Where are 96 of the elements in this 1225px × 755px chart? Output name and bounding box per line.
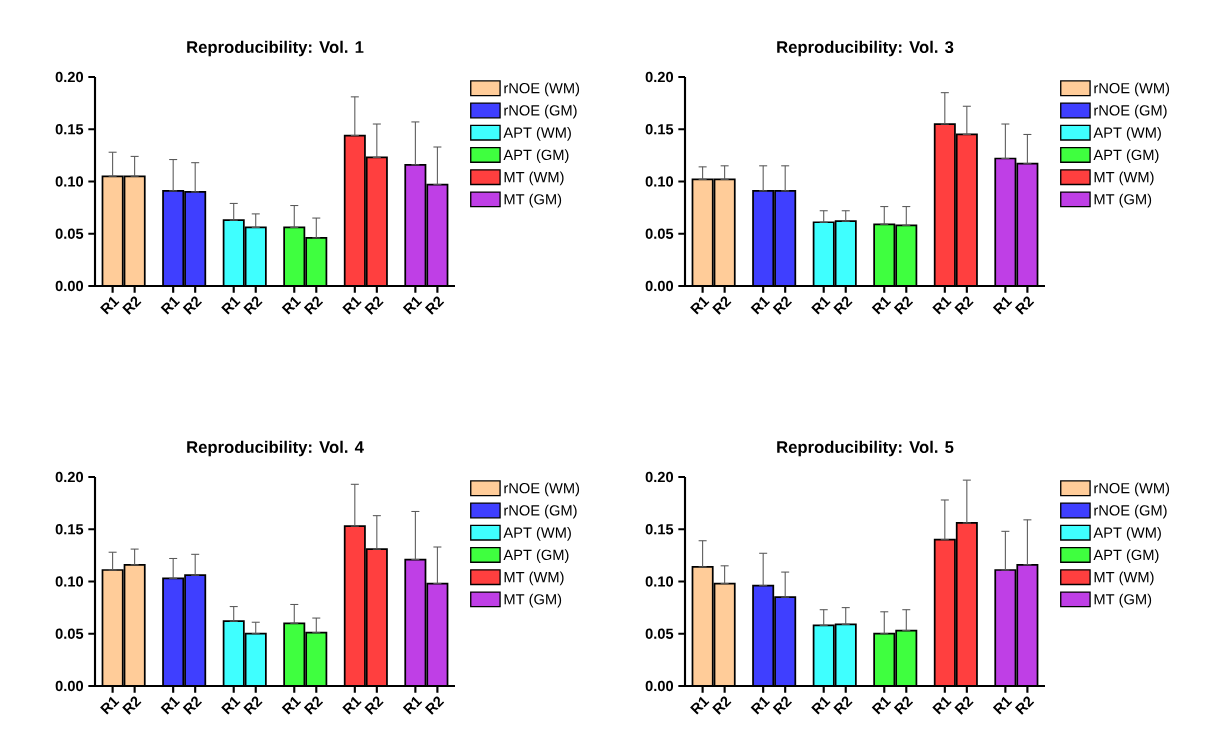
x-tick-label: R2 — [424, 696, 445, 715]
legend-label: APT (GM) — [1093, 149, 1159, 163]
x-tick-label: R2 — [303, 296, 324, 315]
x-tick-label: R2 — [182, 296, 203, 315]
y-tick-label: 0.15 — [55, 124, 84, 135]
x-tick-label: R2 — [122, 296, 142, 315]
y-tick-label: 0.05 — [645, 228, 674, 239]
y-tick-label: 0.10 — [55, 176, 84, 187]
legend-label: rNOE (GM) — [1094, 104, 1167, 119]
x-tick-label: R1 — [160, 696, 181, 715]
legend-label: rNOE (GM) — [1094, 504, 1167, 519]
y-tick-label: 0.15 — [645, 524, 674, 535]
x-tick-label: R2 — [954, 696, 974, 715]
legend-label: MT (GM) — [504, 593, 562, 608]
x-tick-label: R1 — [342, 696, 362, 715]
y-tick-label: 0.15 — [645, 124, 674, 135]
legend-label: APT (WM) — [503, 127, 571, 141]
x-tick-label: R1 — [690, 696, 710, 715]
legend-label: APT (GM) — [1093, 549, 1159, 563]
x-tick-label: R1 — [932, 296, 952, 315]
x-tick-label: R1 — [342, 296, 362, 315]
y-tick-label: 0.05 — [55, 228, 84, 239]
x-tick-label: R1 — [160, 296, 181, 315]
x-tick-label: R2 — [833, 296, 853, 315]
x-tick-label: R2 — [772, 296, 793, 315]
legend-label: APT (GM) — [503, 149, 569, 163]
y-tick-label: 0.10 — [645, 176, 674, 187]
x-tick-label: R2 — [833, 696, 853, 715]
y-tick-label: 0.20 — [55, 471, 84, 483]
x-tick-label: R2 — [893, 696, 914, 715]
legend-label: APT (WM) — [503, 527, 571, 541]
x-tick-label: R1 — [100, 296, 120, 315]
x-tick-label: R2 — [1014, 296, 1035, 315]
legend-label: MT (WM) — [504, 571, 564, 586]
legend-label: rNOE (GM) — [504, 504, 577, 519]
x-tick-label: R1 — [690, 296, 710, 315]
x-tick-label: R1 — [281, 696, 302, 715]
x-tick-label: R1 — [992, 296, 1013, 315]
x-tick-label: R2 — [243, 696, 263, 715]
x-tick-label: R2 — [772, 696, 793, 715]
y-tick-label: 0.00 — [645, 280, 674, 292]
x-tick-label: R1 — [992, 696, 1013, 715]
x-tick-label: R1 — [932, 696, 952, 715]
x-tick-label: R1 — [281, 296, 302, 315]
x-tick-label: R2 — [893, 296, 914, 315]
x-tick-label: R1 — [811, 296, 831, 315]
chart-title: Reproducibility: Vol. 4 — [187, 440, 364, 457]
x-tick-label: R1 — [221, 296, 241, 315]
x-tick-label: R1 — [750, 296, 771, 315]
chart-title: Reproducibility: Vol. 3 — [777, 40, 954, 57]
legend-label: MT (GM) — [1094, 193, 1152, 208]
y-tick-label: 0.00 — [55, 280, 84, 292]
legend-label: MT (GM) — [504, 193, 562, 208]
legend-label: APT (WM) — [1093, 527, 1161, 541]
chart-title: Reproducibility: Vol. 5 — [777, 440, 954, 457]
legend-label: rNOE (WM) — [1094, 482, 1170, 497]
y-tick-label: 0.10 — [645, 576, 674, 587]
x-tick-label: R2 — [182, 696, 203, 715]
legend-label: MT (WM) — [1094, 571, 1154, 586]
x-tick-label: R2 — [364, 696, 384, 715]
y-tick-label: 0.00 — [55, 680, 84, 692]
x-tick-label: R2 — [712, 696, 732, 715]
x-tick-label: R2 — [424, 296, 445, 315]
x-tick-label: R2 — [954, 296, 974, 315]
y-tick-label: 0.05 — [645, 628, 674, 639]
y-tick-label: 0.20 — [55, 71, 84, 83]
x-tick-label: R1 — [402, 296, 423, 315]
x-tick-label: R2 — [1014, 696, 1035, 715]
legend-label: APT (WM) — [1093, 127, 1161, 141]
x-tick-label: R1 — [100, 696, 120, 715]
legend-label: rNOE (WM) — [504, 482, 580, 497]
legend-label: rNOE (GM) — [504, 104, 577, 119]
chart-title: Reproducibility: Vol. 1 — [187, 40, 364, 57]
y-tick-label: 0.00 — [645, 680, 674, 692]
x-tick-label: R2 — [122, 696, 142, 715]
y-tick-label: 0.20 — [645, 71, 674, 83]
x-tick-label: R2 — [243, 296, 263, 315]
x-tick-label: R1 — [402, 696, 423, 715]
x-tick-label: R2 — [364, 296, 384, 315]
x-tick-label: R1 — [871, 696, 892, 715]
x-tick-label: R2 — [712, 296, 732, 315]
y-tick-label: 0.10 — [55, 576, 84, 587]
x-tick-label: R1 — [221, 696, 241, 715]
x-tick-label: R1 — [750, 696, 771, 715]
y-tick-label: 0.05 — [55, 628, 84, 639]
x-tick-label: R1 — [871, 296, 892, 315]
legend-label: APT (GM) — [503, 549, 569, 563]
legend-label: rNOE (WM) — [1094, 82, 1170, 97]
x-tick-label: R2 — [303, 696, 324, 715]
legend-label: rNOE (WM) — [504, 82, 580, 97]
legend-label: MT (WM) — [1094, 171, 1154, 186]
legend-label: MT (GM) — [1094, 593, 1152, 608]
x-tick-label: R1 — [811, 696, 831, 715]
y-tick-label: 0.20 — [645, 471, 674, 483]
y-tick-label: 0.15 — [55, 524, 84, 535]
legend-label: MT (WM) — [504, 171, 564, 186]
